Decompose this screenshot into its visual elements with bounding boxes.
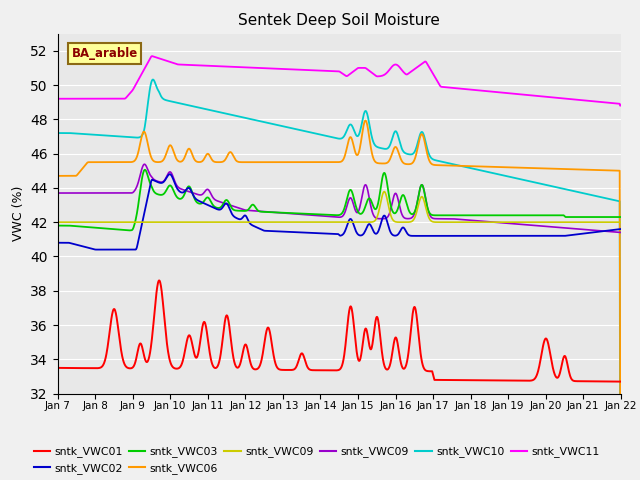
Y-axis label: VWC (%): VWC (%) <box>12 186 25 241</box>
Text: BA_arable: BA_arable <box>72 47 138 60</box>
Title: Sentek Deep Soil Moisture: Sentek Deep Soil Moisture <box>238 13 440 28</box>
Legend: sntk_VWC01, sntk_VWC02, sntk_VWC03, sntk_VWC06, sntk_VWC09, sntk_VWC09, sntk_VWC: sntk_VWC01, sntk_VWC02, sntk_VWC03, sntk… <box>29 442 604 478</box>
